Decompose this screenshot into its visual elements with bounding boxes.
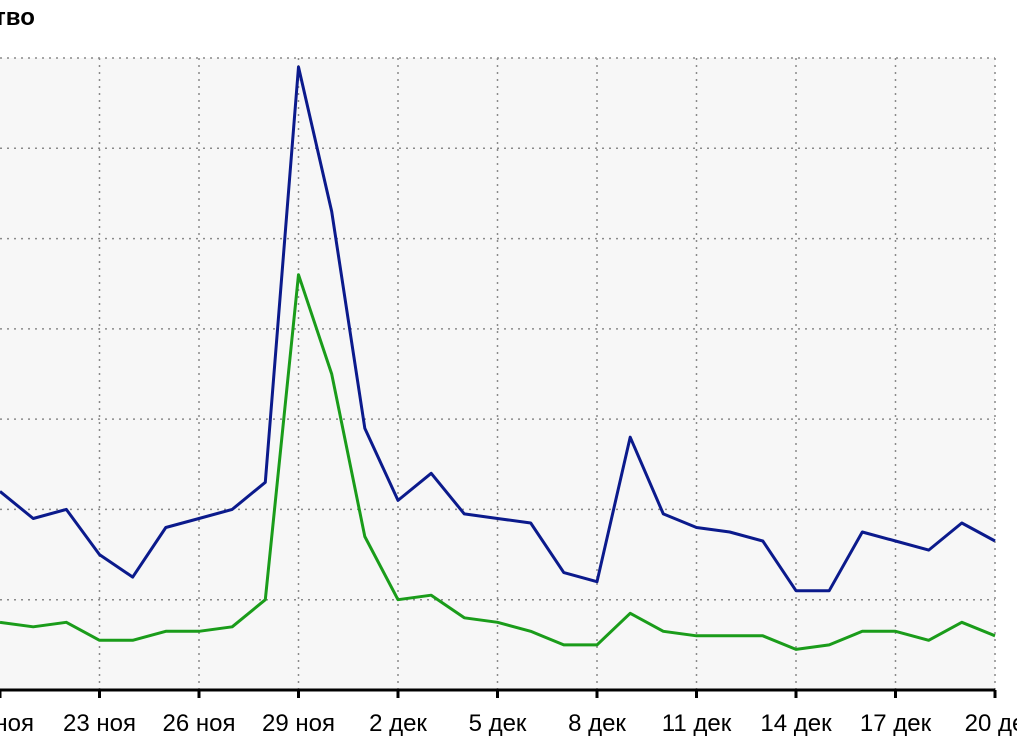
- x-tick-label: 2 дек: [369, 710, 427, 737]
- x-tick-label: ноя: [0, 710, 34, 737]
- x-tick-label: 29 ноя: [262, 710, 335, 737]
- x-tick-label: 8 дек: [568, 710, 626, 737]
- chart-title: тво: [0, 4, 35, 31]
- x-tick-label: 5 дек: [469, 710, 527, 737]
- series-line-2: [0, 273, 996, 651]
- series-line-1: [0, 65, 996, 593]
- series-layer: [0, 65, 996, 651]
- x-axis: ноя 23 ноя 26 ноя 29 ноя 2 дек 5 дек 8 дек 11 д…: [0, 688, 1017, 737]
- x-tick-label: 14 дек: [760, 710, 832, 737]
- x-tick-label: 20 де: [965, 710, 1017, 737]
- grid: [0, 57, 996, 690]
- x-tick-label: 11 дек: [662, 710, 732, 737]
- x-tick-label: 26 ноя: [163, 710, 236, 737]
- x-tick-label: 23 ноя: [63, 710, 136, 737]
- x-tick-label: 17 дек: [860, 710, 932, 737]
